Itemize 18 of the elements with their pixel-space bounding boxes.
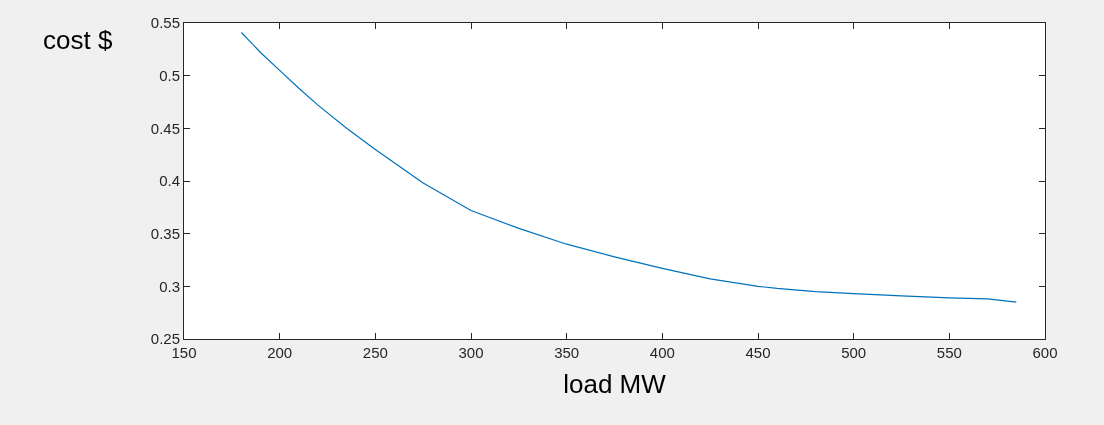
line-series <box>240 31 1017 303</box>
x-axis-title: load MW <box>563 368 667 399</box>
y-tick-label: 0.45 <box>150 119 180 137</box>
x-tick-label: 300 <box>458 344 484 361</box>
x-tick-label: 250 <box>362 344 388 361</box>
x-tick-label: 400 <box>649 344 675 361</box>
x-tick-label: 600 <box>1032 344 1058 361</box>
y-axis-title: cost $ <box>43 25 113 55</box>
x-tick-label: 200 <box>267 344 293 361</box>
y-tick-label: 0.3 <box>159 277 180 295</box>
y-tick-label: 0.55 <box>150 14 180 32</box>
x-tick-label: 350 <box>554 344 580 361</box>
x-tick-label: 450 <box>745 344 771 361</box>
x-tick-label: 500 <box>841 344 867 361</box>
y-tick-label: 0.35 <box>150 224 180 242</box>
y-tick-label: 0.5 <box>159 66 180 84</box>
x-tick-label: 550 <box>936 344 962 361</box>
y-tick-label: 0.4 <box>159 172 180 190</box>
